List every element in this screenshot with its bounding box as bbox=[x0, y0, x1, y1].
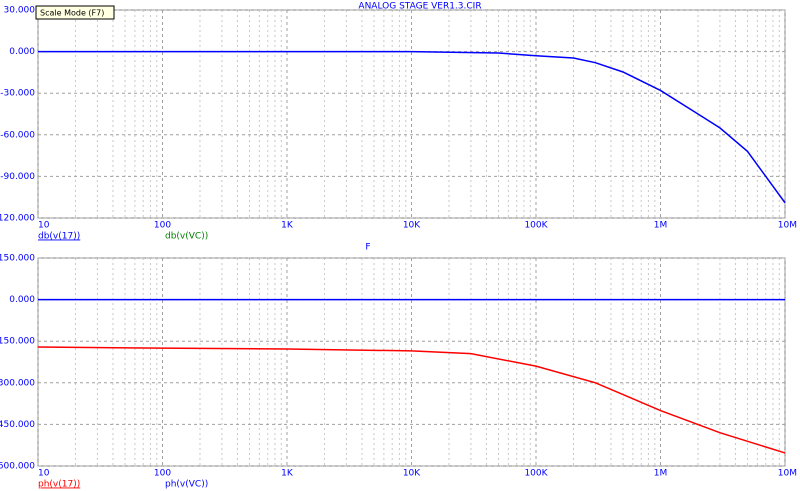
x-tick-label: 1M bbox=[654, 469, 668, 479]
tooltip-box bbox=[35, 5, 115, 20]
tooltip: Scale Mode (F7) bbox=[40, 9, 104, 18]
y-tick-label: -90.000 bbox=[0, 172, 35, 182]
x-tick-label: 100K bbox=[524, 221, 548, 231]
series-line bbox=[37, 346, 786, 454]
x-tick-label: 10 bbox=[38, 221, 50, 231]
y-tick-label: -600.000 bbox=[0, 462, 35, 472]
x-tick-label: 10M bbox=[778, 469, 797, 479]
y-tick-label: -30.000 bbox=[0, 89, 35, 99]
x-tick-label: 100K bbox=[524, 469, 548, 479]
y-tick-label: -450.000 bbox=[0, 420, 35, 430]
y-tick-label: -120.000 bbox=[0, 214, 35, 224]
y-tick-label: -150.000 bbox=[0, 337, 35, 347]
legend-entry: db(v(17)) bbox=[38, 232, 80, 242]
x-tick-label: 100 bbox=[154, 221, 171, 231]
y-tick-label: 150.000 bbox=[0, 254, 35, 264]
legend-entry: ph(v(VC)) bbox=[165, 480, 208, 490]
y-tick-label: 30.000 bbox=[4, 6, 36, 16]
x-tick-label: 1K bbox=[281, 469, 294, 479]
x-tick-label: 10M bbox=[778, 221, 797, 231]
x-tick-label: 100 bbox=[154, 469, 171, 479]
x-axis-label: F bbox=[365, 243, 370, 253]
x-tick-label: 1M bbox=[654, 221, 668, 231]
y-tick-label: -60.000 bbox=[0, 130, 35, 140]
series-line bbox=[38, 50, 786, 204]
x-tick-label: 1K bbox=[281, 221, 294, 231]
x-tick-label: 10K bbox=[403, 221, 421, 231]
x-tick-label: 10 bbox=[38, 469, 50, 479]
y-tick-label: -300.000 bbox=[0, 378, 35, 388]
x-tick-label: 10K bbox=[403, 469, 421, 479]
y-tick-label: 0.000 bbox=[9, 295, 35, 305]
plot-title: ANALOG STAGE VER1.3.CIR bbox=[358, 2, 481, 12]
legend-entry: db(v(VC)) bbox=[165, 232, 208, 242]
y-tick-label: 0.000 bbox=[9, 47, 35, 57]
legend-entry: ph(v(17)) bbox=[38, 480, 80, 490]
